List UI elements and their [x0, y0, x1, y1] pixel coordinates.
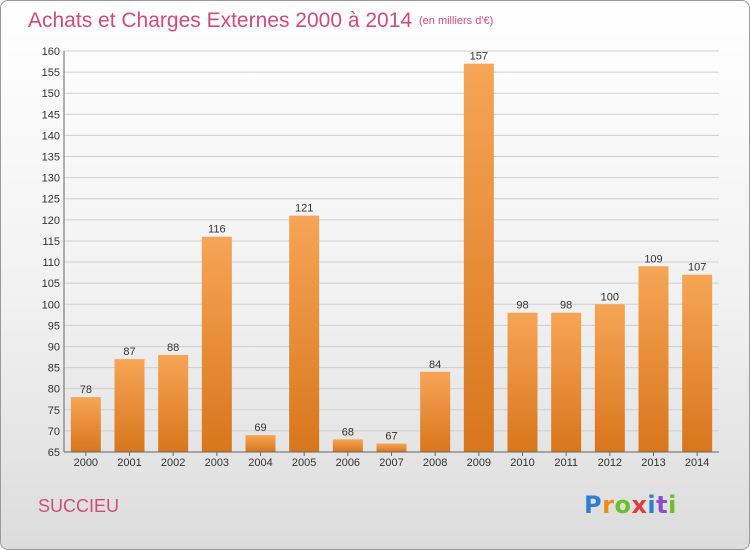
x-tick-label: 2000 — [74, 457, 98, 469]
bar — [551, 312, 582, 452]
bar-value-label: 68 — [342, 426, 354, 438]
x-tick-label: 2002 — [161, 457, 185, 469]
bar-value-label: 157 — [470, 51, 488, 63]
bar-value-label: 98 — [560, 300, 572, 312]
y-tick-label: 90 — [48, 341, 60, 353]
bar — [332, 439, 363, 452]
y-tick-label: 100 — [42, 299, 60, 311]
y-tick-label: 70 — [48, 426, 60, 438]
bar — [594, 304, 625, 452]
bar-value-label: 100 — [601, 291, 619, 303]
chart-title: Achats et Charges Externes 2000 à 2014 — [28, 9, 413, 32]
y-tick-label: 140 — [42, 130, 60, 142]
y-tick-label: 105 — [42, 278, 60, 290]
bar — [638, 266, 669, 452]
x-tick-label: 2001 — [117, 457, 141, 469]
proxiti-logo: Proxiti — [584, 491, 677, 519]
bar-value-label: 109 — [644, 253, 662, 265]
bar — [114, 359, 145, 452]
y-tick-label: 120 — [42, 215, 60, 227]
commune-name: SUCCIEU — [38, 496, 120, 516]
x-tick-label: 2007 — [379, 457, 403, 469]
bar-value-label: 107 — [688, 262, 706, 274]
y-tick-label: 125 — [42, 194, 60, 206]
bar-layer: 78 87 88 116 69 121 68 67 84 157 98 98 100 109 107 — [70, 51, 713, 453]
bar-value-label: 78 — [80, 384, 92, 396]
x-tick-label: 2004 — [248, 457, 272, 469]
bar-value-label: 88 — [167, 342, 179, 354]
x-tick-label: 2014 — [685, 457, 709, 469]
bar-value-label: 87 — [123, 346, 135, 358]
y-tick-label: 85 — [48, 363, 60, 375]
y-tick-label: 145 — [42, 109, 60, 121]
y-tick-label: 80 — [48, 384, 60, 396]
bar — [420, 371, 451, 452]
bar — [376, 443, 407, 452]
bar-value-label: 116 — [208, 224, 226, 236]
bar — [507, 312, 538, 452]
y-tick-label: 65 — [48, 447, 60, 459]
y-tick-label: 150 — [42, 88, 60, 100]
x-tick-label: 2009 — [467, 457, 491, 469]
x-tick-label: 2011 — [554, 457, 578, 469]
bar — [245, 435, 276, 452]
bar-value-label: 121 — [295, 203, 313, 215]
bar — [463, 63, 494, 453]
bar — [201, 236, 232, 452]
y-tick-label: 130 — [42, 173, 60, 185]
y-tick-label: 135 — [42, 152, 60, 164]
bar-value-label: 84 — [429, 359, 441, 371]
bar — [70, 397, 101, 452]
bar-value-label: 98 — [516, 300, 528, 312]
y-tick-label: 110 — [42, 257, 60, 269]
bar — [289, 215, 320, 452]
bar — [682, 274, 713, 452]
x-tick-label: 2003 — [205, 457, 229, 469]
y-tick-label: 115 — [42, 236, 60, 248]
bar-value-label: 69 — [254, 422, 266, 434]
y-tick-label: 155 — [42, 67, 60, 79]
chart-subtitle: (en milliers d'€) — [419, 15, 494, 27]
axis-layer: 65 70 75 80 85 90 95 100 105 110 115 120 125 130 135 14… — [42, 46, 719, 469]
x-tick-label: 2005 — [292, 457, 316, 469]
bar — [158, 354, 189, 452]
y-tick-label: 95 — [48, 320, 60, 332]
y-tick-label: 160 — [42, 46, 60, 58]
x-tick-label: 2006 — [336, 457, 360, 469]
x-tick-label: 2012 — [598, 457, 622, 469]
y-tick-label: 75 — [48, 405, 60, 417]
x-tick-label: 2008 — [423, 457, 447, 469]
bar-value-label: 67 — [385, 431, 397, 443]
x-tick-label: 2013 — [641, 457, 665, 469]
x-tick-label: 2010 — [510, 457, 534, 469]
